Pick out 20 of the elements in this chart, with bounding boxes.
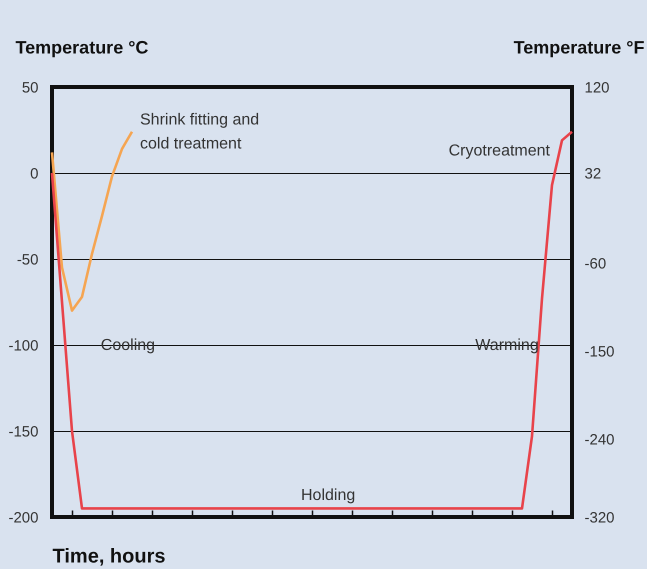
y2-tick-label: 32 [584, 166, 602, 182]
y-tick-label: 0 [30, 166, 38, 182]
x-axis-title: Time, hours [52, 546, 166, 568]
y2-tick-label: -60 [584, 255, 606, 272]
series-label: Shrink fitting and cold treatment [140, 112, 260, 153]
y-tick-label: -150 [8, 424, 38, 440]
y2-tick-label: -150 [584, 343, 615, 360]
y2-tick-label: 120 [584, 80, 610, 96]
line-series [50, 130, 134, 312]
y-tick-label: -200 [8, 510, 38, 526]
line-series [50, 130, 574, 510]
y2-tick-label: -320 [584, 510, 615, 526]
y2-tick-label: -240 [584, 431, 615, 448]
y-tick-label: 50 [22, 80, 38, 96]
y-tick-label: -100 [8, 338, 38, 354]
y-axis-title: Temperature °C [16, 38, 148, 58]
y-tick-label: -50 [16, 252, 38, 268]
series-label: Cryotreatment [448, 142, 551, 160]
annotation: Holding [300, 487, 356, 504]
y2-axis-title: Temperature °F [514, 38, 644, 58]
